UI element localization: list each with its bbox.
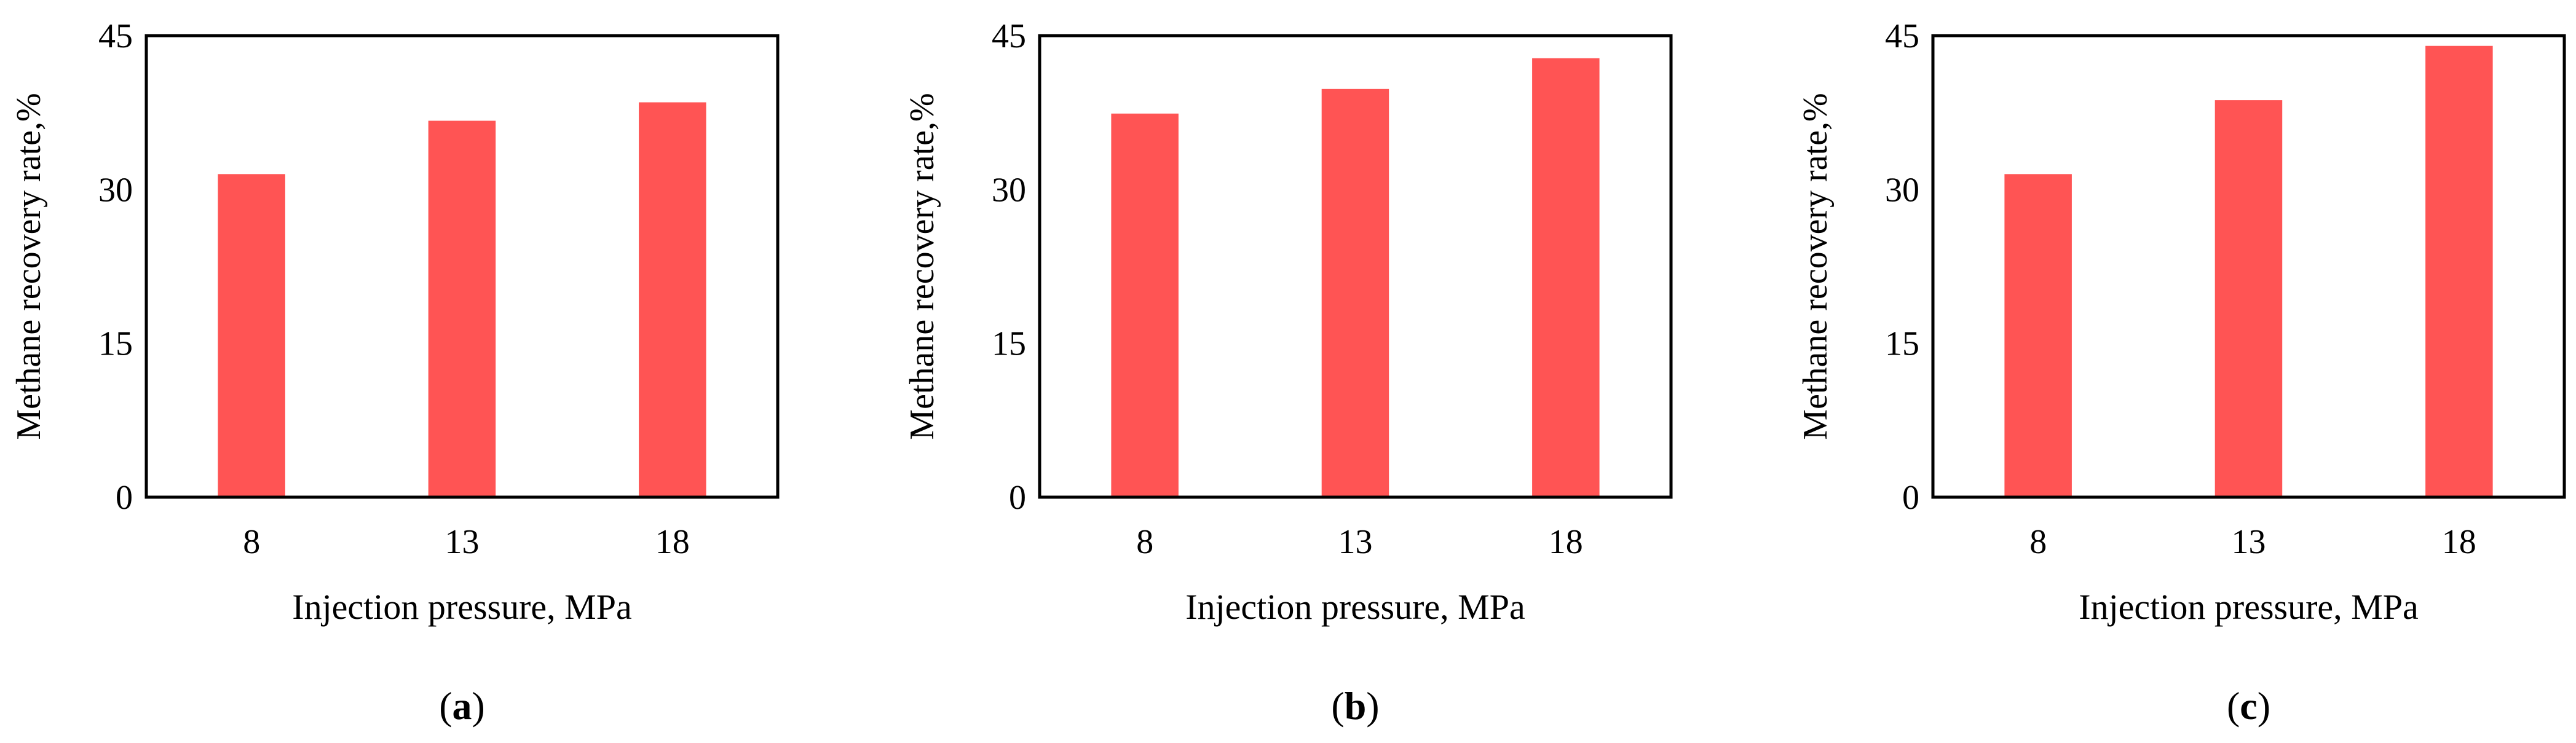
panel-label-open-paren: ( [2227,684,2240,728]
y-tick-label-0: 0 [1009,479,1026,517]
x-tick-label-13: 13 [445,523,480,561]
bar-8 [218,174,285,497]
y-tick-label-0: 0 [1902,479,1919,517]
panel-label-close-paren: ) [1366,684,1379,728]
panel-label: (a) [439,684,485,728]
y-tick-label-0: 0 [116,479,133,517]
y-tick-label-45: 45 [1885,17,1919,55]
y-axis-title: Methane recovery rate,% [1796,93,1835,439]
panel-label-letter: b [1345,684,1367,728]
y-tick-label-45: 45 [98,17,133,55]
y-tick-label-30: 30 [98,171,133,209]
chart-panel-a: 8 13 18 0 15 30 45 Methane recovery rate,% Injec… [10,17,780,728]
bar-18 [1532,58,1600,497]
x-tick-label-13: 13 [2232,523,2266,561]
y-tick-label-15: 15 [98,325,133,363]
bar-8 [2004,174,2072,497]
plot-frame [1931,34,2566,499]
y-axis-title: Methane recovery rate,% [10,93,48,439]
x-tick-label-13: 13 [1338,523,1373,561]
y-tick-label-30: 30 [992,171,1026,209]
y-tick-label-15: 15 [992,325,1026,363]
x-tick-label-8: 8 [2029,523,2047,561]
bar-13 [1321,88,1389,498]
bar-13 [428,120,496,497]
panel-label-close-paren: ) [2258,684,2270,728]
panel-label: (c) [2227,684,2270,728]
chart-panel-c: 8 13 18 0 15 30 45 Methane recovery rate,% Injec… [1796,17,2566,728]
y-axis-title: Methane recovery rate,% [903,93,941,439]
panel-label-letter: c [2240,684,2257,728]
plot-frame [1038,34,1673,499]
panel-label-close-paren: ) [472,684,485,728]
panel-label-letter: a [452,684,472,728]
x-tick-label-8: 8 [243,523,260,561]
y-tick-label-30: 30 [1885,171,1919,209]
x-tick-label-8: 8 [1136,523,1153,561]
x-tick-label-18: 18 [2442,523,2476,561]
bar-13 [2214,100,2283,498]
panel-label-open-paren: ( [439,684,452,728]
x-tick-label-18: 18 [655,523,690,561]
x-tick-label-18: 18 [1549,523,1583,561]
panel-label: (b) [1331,684,1379,728]
x-axis-title: Injection pressure, MPa [2079,587,2418,627]
bar-18 [2425,45,2493,497]
panel-label-open-paren: ( [1331,684,1344,728]
plot-frame [144,34,780,499]
y-tick-label-45: 45 [992,17,1026,55]
bar-18 [639,102,706,497]
x-axis-title: Injection pressure, MPa [1185,587,1525,627]
y-tick-label-15: 15 [1885,325,1919,363]
bar-8 [1111,113,1179,498]
x-axis-title: Injection pressure, MPa [292,587,631,627]
chart-panel-b: 8 13 18 0 15 30 45 Methane recovery rate,% Injec… [903,17,1673,728]
